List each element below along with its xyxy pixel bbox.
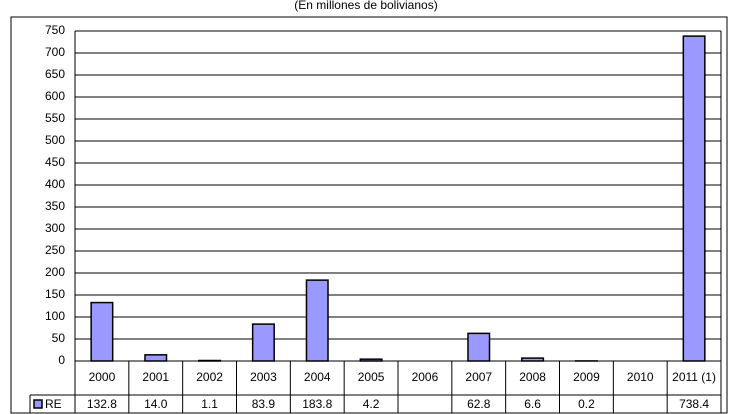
y-tick-label: 200: [45, 265, 65, 279]
x-tick-label: 2000: [89, 370, 116, 384]
data-label: 0.2: [578, 397, 595, 411]
legend-label: RE: [45, 397, 62, 411]
y-tick-label: 0: [58, 353, 65, 367]
data-label: 83.9: [252, 397, 276, 411]
x-tick-label: 2007: [465, 370, 492, 384]
data-label: 4.2: [363, 397, 380, 411]
bar: [251, 323, 275, 362]
x-tick-label: 2003: [250, 370, 277, 384]
data-label: 62.8: [467, 397, 491, 411]
x-tick-label: 2010: [627, 370, 654, 384]
bar: [144, 354, 168, 362]
bar: [359, 358, 383, 362]
x-tick-label: 2002: [196, 370, 223, 384]
chart-frame: [10, 16, 728, 414]
y-tick-label: 700: [45, 45, 65, 59]
x-tick-label: 2009: [573, 370, 600, 384]
x-tick-label: 2004: [304, 370, 331, 384]
y-tick-label: 500: [45, 133, 65, 147]
x-tick-label: 2006: [412, 370, 439, 384]
data-label: 14.0: [144, 397, 168, 411]
bar: [90, 301, 114, 362]
y-tick-label: 300: [45, 221, 65, 235]
y-tick-label: 650: [45, 67, 65, 81]
data-label: 1.1: [201, 397, 218, 411]
y-tick-label: 250: [45, 243, 65, 257]
x-tick-label: 2011 (1): [672, 370, 716, 384]
y-tick-label: 350: [45, 199, 65, 213]
data-label: 6.6: [524, 397, 541, 411]
y-tick-label: 450: [45, 155, 65, 169]
y-tick-label: 400: [45, 177, 65, 191]
data-label: 132.8: [87, 397, 117, 411]
bar: [521, 357, 545, 362]
bar: [305, 279, 329, 362]
chart-subtitle: (En millones de bolivianos): [294, 0, 437, 12]
x-tick-label: 2005: [358, 370, 385, 384]
data-label: 738.4: [679, 397, 709, 411]
x-tick-label: 2001: [142, 370, 169, 384]
data-label: 183.8: [302, 397, 332, 411]
bar: [467, 332, 491, 362]
y-tick-label: 600: [45, 89, 65, 103]
bar: [682, 35, 706, 362]
y-tick-label: 750: [45, 23, 65, 37]
y-tick-label: 100: [45, 309, 65, 323]
y-tick-label: 50: [52, 331, 66, 345]
legend-swatch: [33, 399, 43, 409]
y-tick-label: 550: [45, 111, 65, 125]
y-tick-label: 150: [45, 287, 65, 301]
x-tick-label: 2008: [519, 370, 546, 384]
